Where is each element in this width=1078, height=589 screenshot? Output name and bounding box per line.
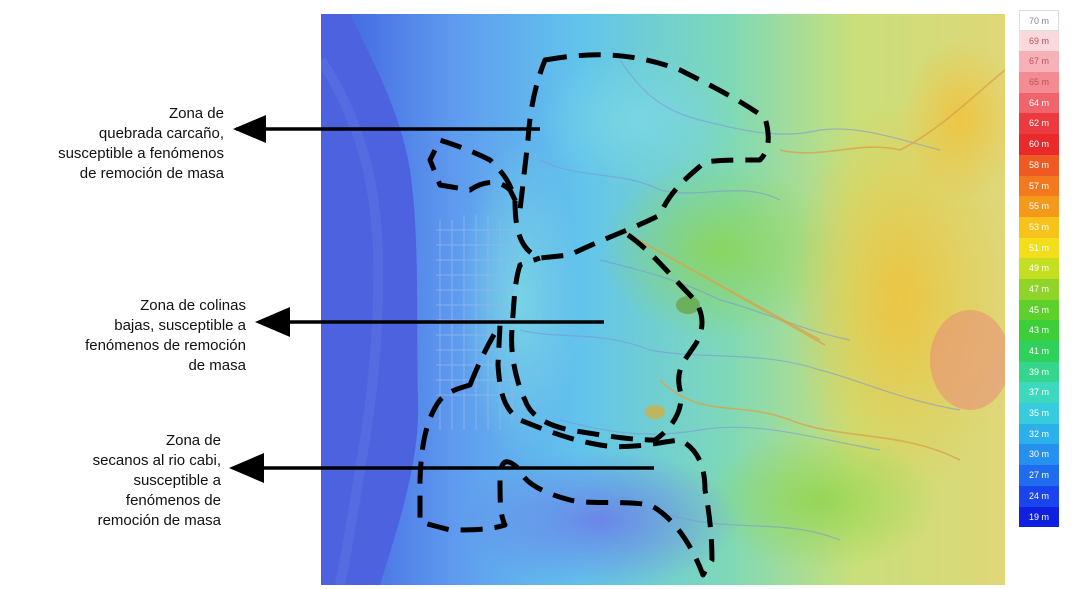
- legend-entry: 30 m: [1019, 444, 1059, 466]
- annotation-secanos-rio-cabi: Zona de secanos al rio cabi, susceptible…: [92, 432, 221, 529]
- zone-colinas-bajas-boundary: [509, 232, 705, 443]
- legend-entry: 41 m: [1019, 341, 1059, 362]
- legend-entry: 70 m: [1019, 10, 1059, 31]
- legend-entry: 62 m: [1019, 113, 1059, 135]
- zone-quebrada-carcano-boundary: [427, 52, 771, 261]
- legend-entry: 67 m: [1019, 51, 1059, 73]
- annotation-colinas-bajas: Zona de colinas bajas, susceptible a fen…: [85, 297, 246, 374]
- legend-entry: 51 m: [1019, 237, 1059, 259]
- legend-entry: 58 m: [1019, 154, 1059, 176]
- legend-entry: 69 m: [1019, 30, 1059, 52]
- arrowhead-quebrada-carcano: [233, 115, 266, 143]
- legend-entry: 55 m: [1019, 196, 1059, 217]
- annotation-arrows: [229, 115, 654, 483]
- legend-entry: 60 m: [1019, 134, 1059, 155]
- annotation-quebrada-carcano: Zona de quebrada carcaño, susceptible a …: [58, 105, 224, 182]
- stream-network: [519, 59, 961, 541]
- legend-entry: 65 m: [1019, 72, 1059, 93]
- legend-entry: 45 m: [1019, 299, 1059, 321]
- legend-entry: 39 m: [1019, 361, 1059, 383]
- arrowhead-colinas-bajas: [255, 307, 290, 337]
- river-atrato: [321, 14, 419, 585]
- legend-entry: 49 m: [1019, 258, 1059, 279]
- legend-entry: 43 m: [1019, 320, 1059, 341]
- arrowhead-secanos-rio-cabi: [229, 453, 264, 483]
- terrain-layer: [321, 14, 1005, 585]
- legend-entry: 19 m: [1019, 506, 1059, 528]
- zone-boundaries: [417, 52, 771, 578]
- elevation-legend: 70 m 69 m 67 m 65 m 64 m 62 m 60 m 58 m 57 m 55 m…: [1019, 10, 1059, 528]
- legend-entry: 24 m: [1019, 485, 1059, 507]
- legend-entry: 64 m: [1019, 92, 1059, 114]
- legend-entry: 35 m: [1019, 403, 1059, 424]
- legend-entry: 27 m: [1019, 465, 1059, 486]
- road-network: [619, 69, 1005, 461]
- zone-secanos-rio-cabi-boundary: [417, 322, 715, 578]
- legend-entry: 57 m: [1019, 175, 1059, 197]
- legend-entry: 47 m: [1019, 278, 1059, 300]
- legend-entry: 37 m: [1019, 382, 1059, 404]
- legend-entry: 53 m: [1019, 216, 1059, 238]
- legend-entry: 32 m: [1019, 423, 1059, 445]
